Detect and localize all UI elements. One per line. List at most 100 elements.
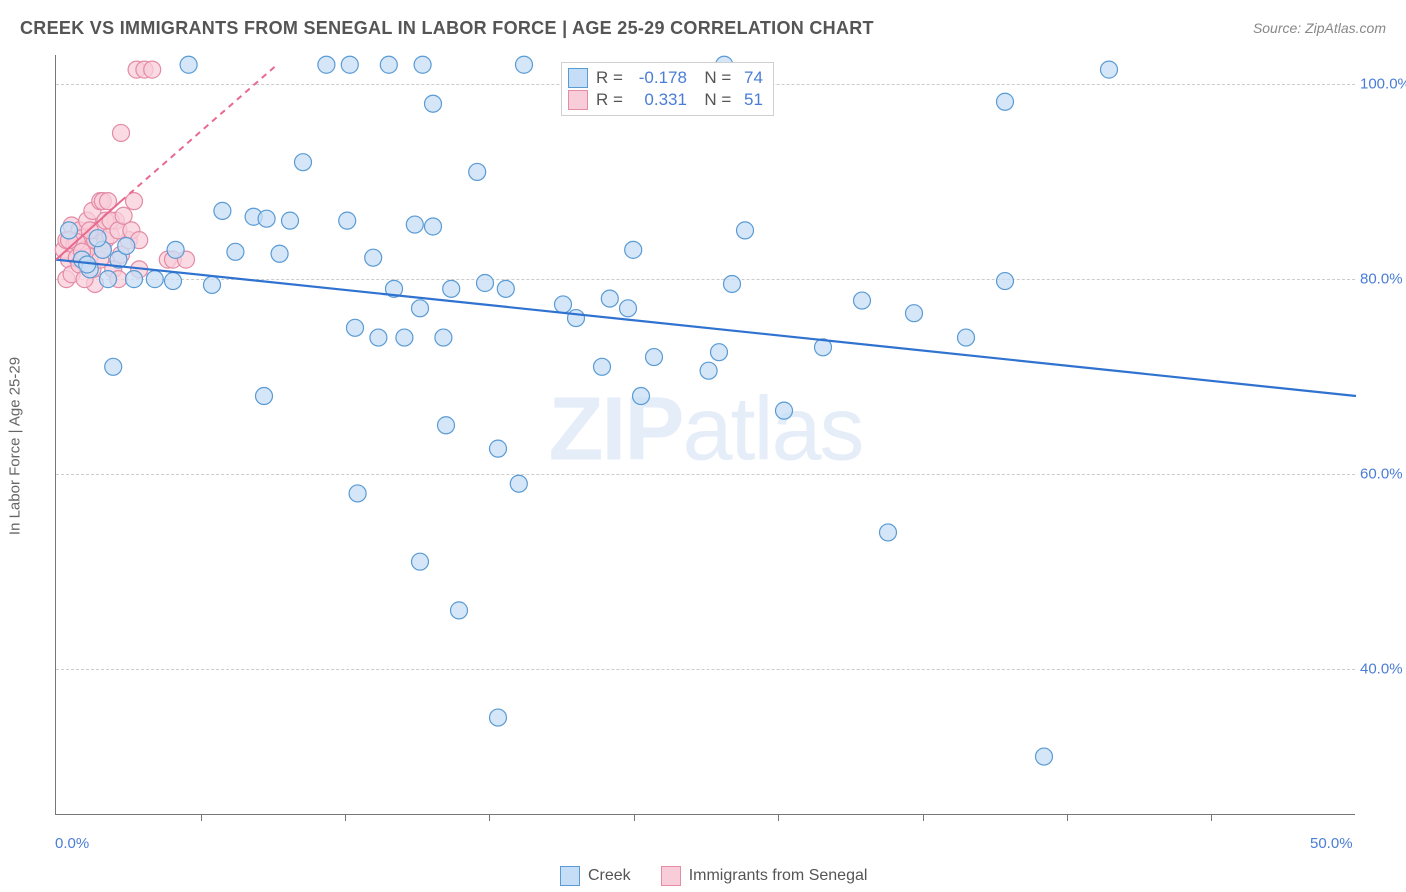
data-point bbox=[737, 222, 754, 239]
x-minor-tick bbox=[634, 814, 635, 821]
legend-label: Creek bbox=[588, 867, 631, 885]
data-point bbox=[365, 249, 382, 266]
legend-swatch bbox=[661, 866, 681, 886]
x-minor-tick bbox=[1211, 814, 1212, 821]
data-point bbox=[318, 56, 335, 73]
legend-item: Creek bbox=[560, 866, 631, 886]
plot-svg bbox=[56, 55, 1355, 814]
data-point bbox=[100, 271, 117, 288]
x-minor-tick bbox=[778, 814, 779, 821]
stat-n-label: N = bbox=[695, 68, 731, 88]
data-point bbox=[349, 485, 366, 502]
data-point bbox=[490, 440, 507, 457]
data-point bbox=[776, 402, 793, 419]
data-point bbox=[451, 602, 468, 619]
data-point bbox=[347, 319, 364, 336]
data-point bbox=[958, 329, 975, 346]
data-point bbox=[380, 56, 397, 73]
chart-container: CREEK VS IMMIGRANTS FROM SENEGAL IN LABO… bbox=[0, 0, 1406, 892]
x-minor-tick bbox=[489, 814, 490, 821]
data-point bbox=[854, 292, 871, 309]
data-point bbox=[906, 305, 923, 322]
plot-area: ZIPatlas R =-0.178 N = 74R =0.331 N = 51… bbox=[55, 55, 1355, 815]
data-point bbox=[700, 362, 717, 379]
data-point bbox=[469, 163, 486, 180]
data-point bbox=[146, 271, 163, 288]
legend-label: Immigrants from Senegal bbox=[689, 867, 868, 885]
data-point bbox=[204, 276, 221, 293]
stat-r-value: -0.178 bbox=[631, 68, 687, 88]
data-point bbox=[412, 300, 429, 317]
data-point bbox=[601, 290, 618, 307]
stat-legend: R =-0.178 N = 74R =0.331 N = 51 bbox=[561, 62, 774, 116]
x-tick-1: 50.0% bbox=[1310, 835, 1353, 852]
data-point bbox=[425, 218, 442, 235]
stat-r-value: 0.331 bbox=[631, 90, 687, 110]
y-tick-label: 80.0% bbox=[1360, 271, 1406, 288]
stat-n-value: 74 bbox=[739, 68, 763, 88]
legend-swatch bbox=[568, 68, 588, 88]
data-point bbox=[61, 222, 78, 239]
x-minor-tick bbox=[345, 814, 346, 821]
data-point bbox=[555, 296, 572, 313]
data-point bbox=[165, 273, 182, 290]
data-point bbox=[406, 216, 423, 233]
data-point bbox=[295, 154, 312, 171]
data-point bbox=[568, 310, 585, 327]
stat-n-value: 51 bbox=[739, 90, 763, 110]
data-point bbox=[89, 230, 106, 247]
stat-legend-row: R =0.331 N = 51 bbox=[568, 89, 763, 111]
data-point bbox=[711, 344, 728, 361]
data-point bbox=[594, 358, 611, 375]
y-axis-label: In Labor Force | Age 25-29 bbox=[7, 357, 24, 535]
data-point bbox=[997, 273, 1014, 290]
data-point bbox=[1036, 748, 1053, 765]
chart-title: CREEK VS IMMIGRANTS FROM SENEGAL IN LABO… bbox=[20, 18, 874, 39]
data-point bbox=[341, 56, 358, 73]
data-point bbox=[144, 61, 161, 78]
y-tick-label: 40.0% bbox=[1360, 660, 1406, 677]
data-point bbox=[227, 243, 244, 260]
data-point bbox=[118, 237, 135, 254]
data-point bbox=[126, 271, 143, 288]
legend-swatch bbox=[560, 866, 580, 886]
x-minor-tick bbox=[1067, 814, 1068, 821]
data-point bbox=[443, 280, 460, 297]
y-tick-label: 60.0% bbox=[1360, 465, 1406, 482]
trend-line-dashed bbox=[121, 65, 277, 201]
data-point bbox=[412, 553, 429, 570]
data-point bbox=[256, 388, 273, 405]
data-point bbox=[510, 475, 527, 492]
data-point bbox=[180, 56, 197, 73]
x-minor-tick bbox=[201, 814, 202, 821]
legend-item: Immigrants from Senegal bbox=[661, 866, 868, 886]
data-point bbox=[880, 524, 897, 541]
data-point bbox=[113, 124, 130, 141]
bottom-legend: Creek Immigrants from Senegal bbox=[560, 866, 867, 886]
data-point bbox=[214, 202, 231, 219]
data-point bbox=[414, 56, 431, 73]
data-point bbox=[997, 93, 1014, 110]
data-point bbox=[724, 275, 741, 292]
data-point bbox=[282, 212, 299, 229]
data-point bbox=[490, 709, 507, 726]
y-tick-label: 100.0% bbox=[1360, 76, 1406, 93]
stat-legend-row: R =-0.178 N = 74 bbox=[568, 67, 763, 89]
data-point bbox=[620, 300, 637, 317]
data-point bbox=[105, 358, 122, 375]
data-point bbox=[339, 212, 356, 229]
data-point bbox=[516, 56, 533, 73]
data-point bbox=[497, 280, 514, 297]
data-point bbox=[1101, 61, 1118, 78]
data-point bbox=[396, 329, 413, 346]
data-point bbox=[646, 349, 663, 366]
data-point bbox=[425, 95, 442, 112]
data-point bbox=[258, 210, 275, 227]
x-minor-tick bbox=[923, 814, 924, 821]
data-point bbox=[438, 417, 455, 434]
data-point bbox=[625, 241, 642, 258]
source-label: Source: ZipAtlas.com bbox=[1253, 20, 1386, 36]
stat-n-label: N = bbox=[695, 90, 731, 110]
data-point bbox=[167, 241, 184, 258]
data-point bbox=[126, 193, 143, 210]
